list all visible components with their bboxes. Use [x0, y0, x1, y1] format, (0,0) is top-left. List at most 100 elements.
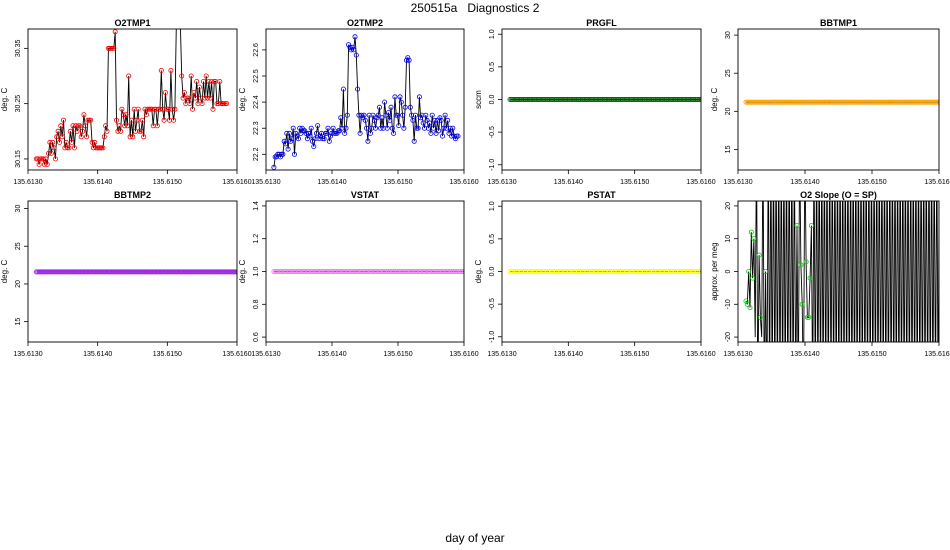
y-tick-label: 30.35: [15, 39, 22, 57]
data-point: [748, 229, 754, 235]
data-point: [452, 136, 458, 142]
data-point: [168, 68, 174, 74]
data-point: [439, 133, 445, 139]
data-point: [407, 104, 413, 110]
plot-area: [507, 97, 701, 103]
plot-frame: [265, 200, 465, 343]
data-point: [280, 151, 286, 157]
y-tick-label: 1.0: [253, 267, 260, 277]
data-point: [104, 128, 110, 134]
data-point: [67, 128, 73, 134]
data-point: [430, 125, 436, 131]
x-tick-label: 135.6130: [13, 179, 42, 186]
data-point: [338, 115, 344, 121]
data-point: [200, 79, 206, 85]
data-point: [172, 106, 178, 112]
data-point: [330, 125, 336, 131]
data-point: [92, 139, 98, 145]
data-point: [441, 125, 447, 131]
data-point: [288, 138, 294, 144]
data-point: [207, 95, 213, 101]
data-point: [437, 115, 443, 121]
data-point: [346, 42, 352, 48]
data-point: [803, 259, 809, 265]
data-point: [127, 134, 133, 140]
data-point: [122, 123, 128, 129]
y-tick-label: 1.4: [253, 201, 260, 211]
data-point: [224, 101, 230, 107]
data-point: [400, 112, 406, 118]
data-point: [325, 125, 331, 131]
y-tick-label: 1.0: [489, 201, 496, 211]
data-point: [370, 112, 376, 118]
data-point: [347, 44, 353, 50]
data-point: [327, 133, 333, 139]
data-point: [50, 139, 56, 145]
data-point: [70, 123, 76, 129]
x-tick-label: 135.6160: [449, 351, 478, 358]
y-tick-label: 15: [725, 145, 732, 153]
data-point: [401, 125, 407, 131]
data-point: [196, 84, 202, 90]
data-point: [138, 128, 144, 134]
y-tick-label: 15: [15, 318, 22, 326]
x-tick-label: 135.6130: [487, 179, 516, 186]
plot-frame: [501, 28, 702, 171]
x-tick-label: 135.6150: [620, 179, 649, 186]
data-point: [410, 117, 416, 123]
data-point: [746, 268, 752, 274]
data-point: [130, 134, 136, 140]
data-point: [55, 128, 61, 134]
x-tick-label: 135.6150: [383, 351, 412, 358]
data-point: [204, 95, 210, 101]
data-point: [744, 301, 750, 307]
data-point: [467, 269, 471, 273]
x-tick-label: 135.6140: [83, 179, 112, 186]
data-point: [304, 136, 310, 142]
data-point: [194, 79, 200, 85]
data-point: [389, 125, 395, 131]
data-point: [187, 101, 193, 107]
data-point: [47, 139, 53, 145]
data-point: [63, 139, 69, 145]
data-point: [804, 314, 810, 320]
x-tick-label: 135.6130: [13, 351, 42, 358]
x-tick-label: 135.6130: [487, 351, 516, 358]
plot-frame: [501, 200, 702, 343]
y-tick-label: 0.6: [253, 332, 260, 342]
data-point: [418, 115, 424, 121]
data-point: [171, 117, 177, 123]
data-point: [455, 133, 461, 139]
data-point: [351, 47, 357, 53]
data-point: [174, 24, 178, 28]
chart-title: O2 Slope (O = SP): [800, 190, 877, 200]
plot-area: [507, 268, 701, 274]
data-point: [371, 117, 377, 123]
x-axis-label: day of year: [445, 531, 505, 545]
data-point: [190, 106, 196, 112]
data-point: [114, 117, 120, 123]
chart-title: VSTAT: [351, 190, 380, 200]
chart-panel-8: O2 Slope (O = SP) approx. per meg -20 -10 0 1…: [710, 190, 950, 358]
x-tick-label: 135.6130: [251, 179, 280, 186]
data-point: [141, 134, 147, 140]
data-point: [808, 223, 814, 229]
data-point: [747, 305, 753, 311]
plot-area: [743, 201, 939, 342]
y-tick-label: 20: [725, 202, 732, 210]
data-point: [356, 112, 362, 118]
data-point: [293, 130, 299, 136]
data-point: [295, 136, 301, 142]
data-point: [445, 117, 451, 123]
y-tick-label: -1.0: [489, 331, 496, 343]
data-point: [181, 90, 187, 96]
x-tick-label: 135.6150: [857, 351, 886, 358]
data-point: [51, 145, 57, 151]
y-tick-label: 20: [725, 107, 732, 115]
y-tick-label: 30: [725, 31, 732, 39]
data-point: [297, 125, 303, 131]
data-point: [343, 125, 349, 131]
x-tick-label: 135.6140: [554, 179, 583, 186]
chart-title: O2TMP1: [114, 18, 150, 28]
data-point: [298, 130, 304, 136]
